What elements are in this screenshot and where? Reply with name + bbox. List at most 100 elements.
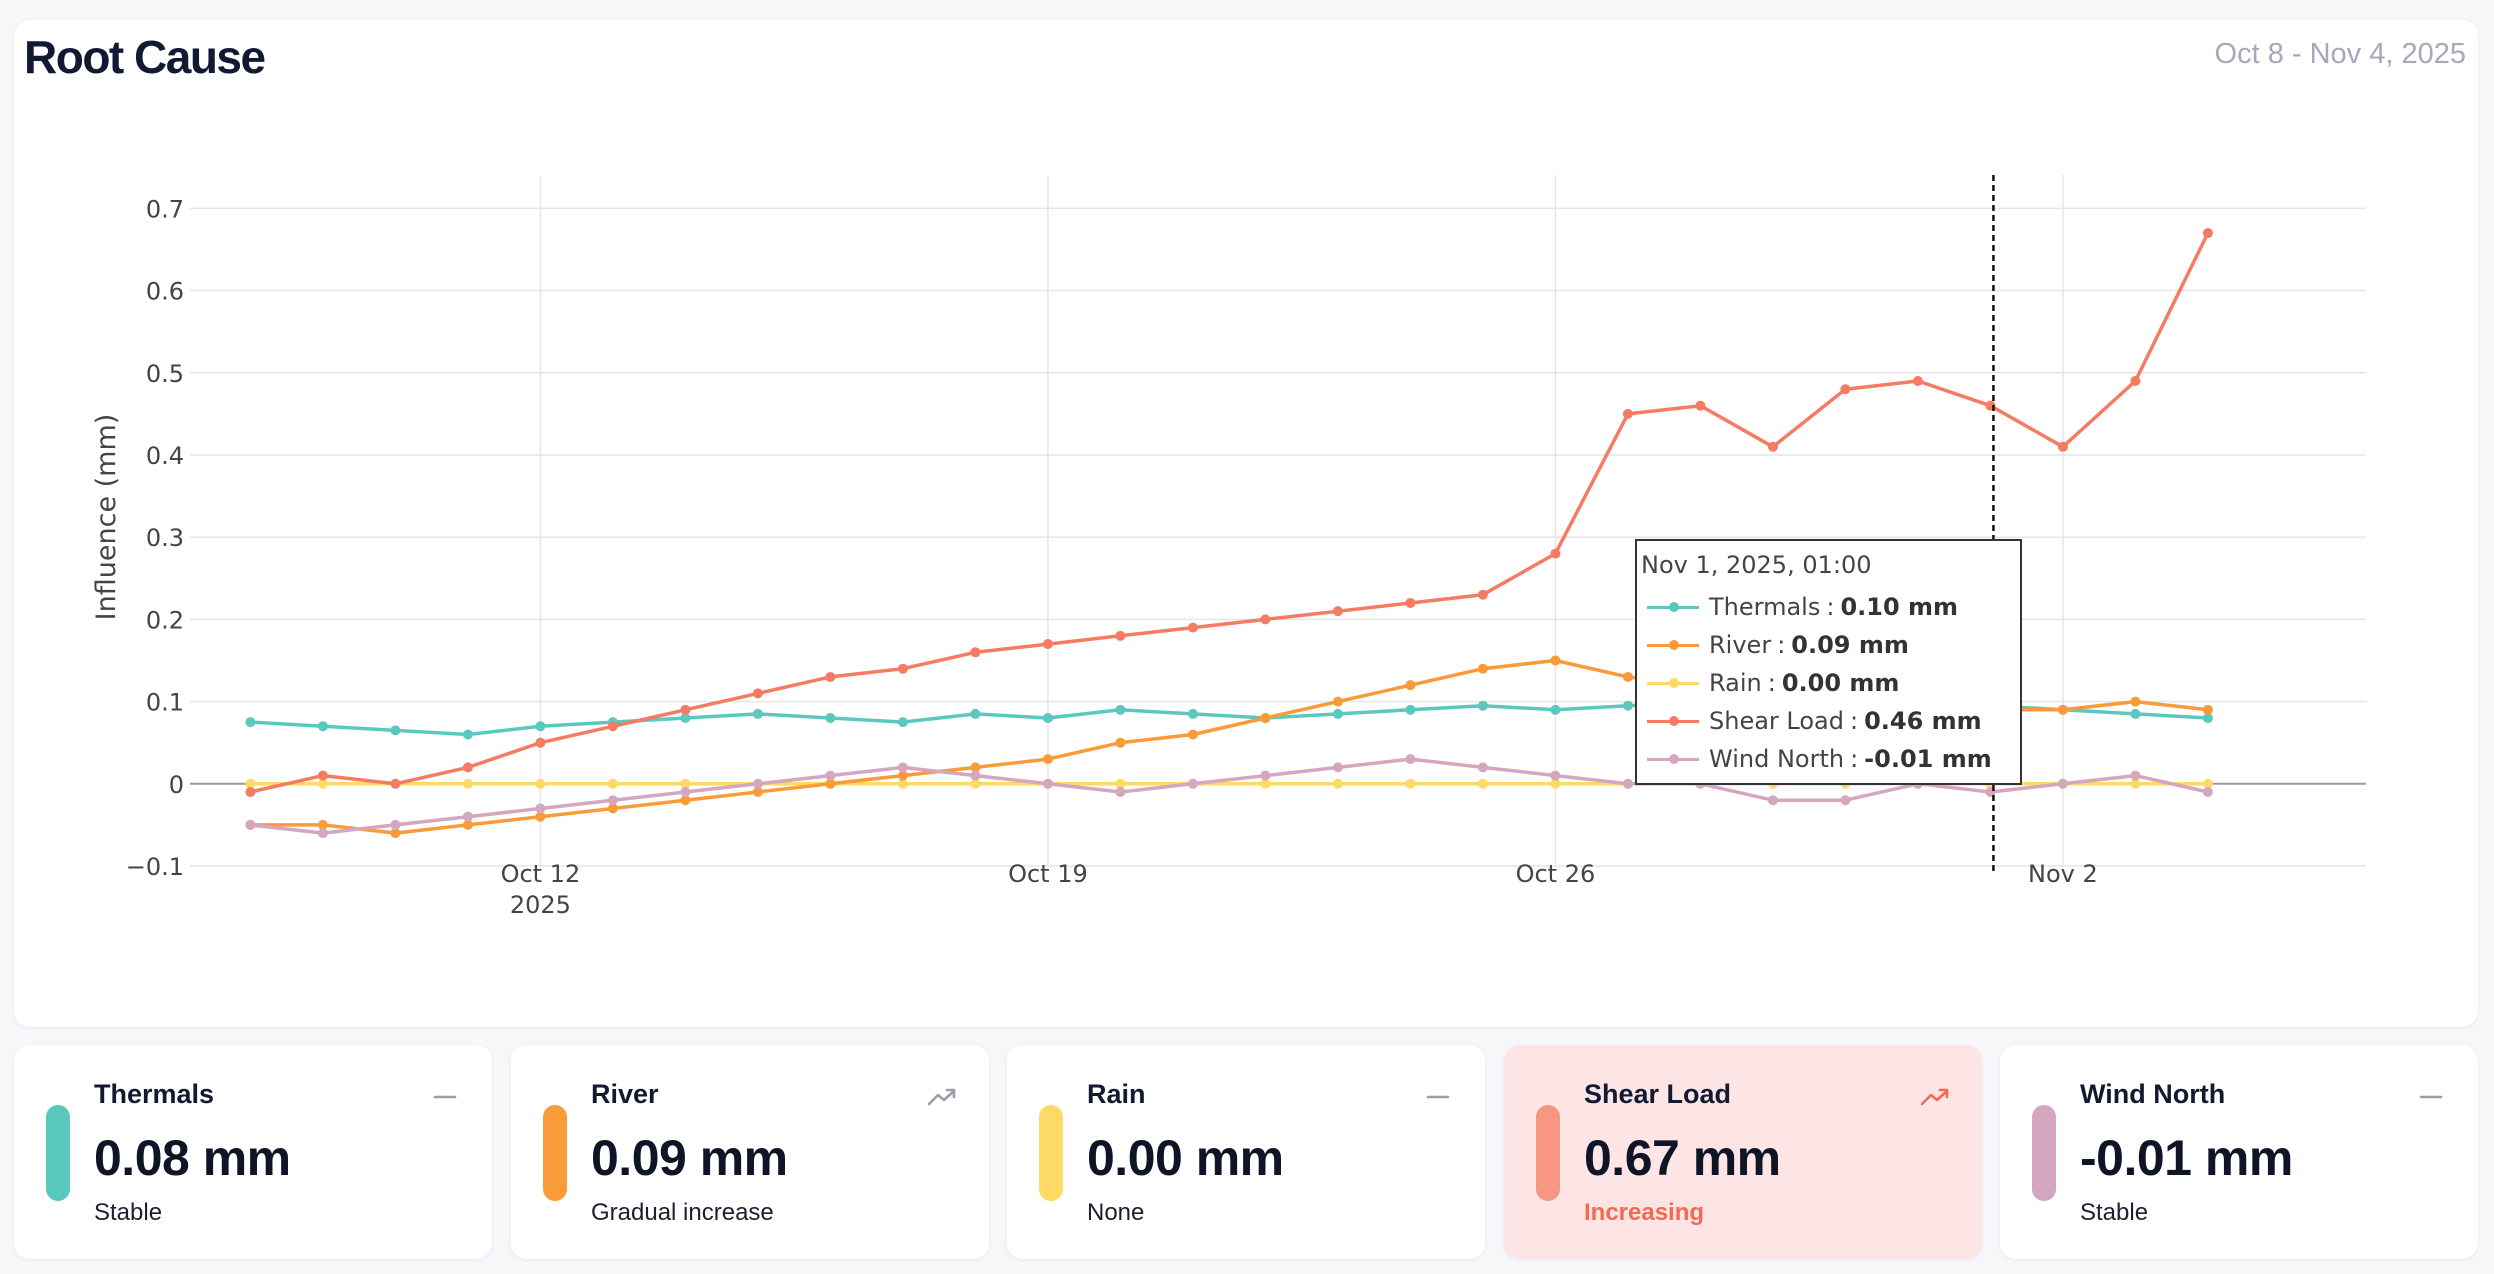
shear-load-point[interactable] [462,762,473,773]
shear-load-point[interactable] [1840,384,1851,395]
river-point[interactable] [1187,729,1198,740]
wind-north-point[interactable] [317,828,328,839]
shear-load-point[interactable] [1550,548,1561,559]
stat-card-thermals[interactable]: Thermals 0.08 mm Stable [14,1045,492,1259]
shear-load-point[interactable] [535,737,546,748]
shear-load-point[interactable] [2130,376,2141,387]
shear-load-point[interactable] [1767,441,1778,452]
wind-north-point[interactable] [535,803,546,814]
shear-load-point[interactable] [1622,408,1633,419]
river-point[interactable] [825,778,836,789]
wind-north-point[interactable] [1840,795,1851,806]
thermals-point[interactable] [317,721,328,732]
shear-load-point[interactable] [1042,639,1053,650]
rain-point[interactable] [317,778,328,789]
wind-north-point[interactable] [245,819,256,830]
thermals-point[interactable] [1332,708,1343,719]
thermals-point[interactable] [897,717,908,728]
shear-load-point[interactable] [317,770,328,781]
wind-north-point[interactable] [607,795,618,806]
wind-north-point[interactable] [390,819,401,830]
rain-point[interactable] [535,778,546,789]
shear-load-point[interactable] [825,671,836,682]
shear-load-point[interactable] [245,787,256,798]
river-point[interactable] [680,795,691,806]
rain-point[interactable] [607,778,618,789]
shear-load-point[interactable] [752,688,763,699]
wind-north-point[interactable] [1477,762,1488,773]
shear-load-point[interactable] [1332,606,1343,617]
shear-load-point[interactable] [2057,441,2068,452]
wind-north-point[interactable] [1622,778,1633,789]
thermals-point[interactable] [825,713,836,724]
river-point[interactable] [1405,680,1416,691]
wind-north-point[interactable] [970,770,981,781]
wind-north-point[interactable] [897,762,908,773]
wind-north-point[interactable] [1187,778,1198,789]
thermals-point[interactable] [1477,700,1488,711]
thermals-point[interactable] [1550,704,1561,715]
river-point[interactable] [2202,704,2213,715]
shear-load-point[interactable] [1115,630,1126,641]
wind-north-point[interactable] [1332,762,1343,773]
stat-card-shear-load[interactable]: Shear Load 0.67 mm Increasing [1504,1045,1982,1259]
wind-north-point[interactable] [1405,754,1416,765]
shear-load-point[interactable] [1187,622,1198,633]
river-point[interactable] [1260,713,1271,724]
rain-point[interactable] [1477,778,1488,789]
rain-point[interactable] [462,778,473,789]
wind-north-point[interactable] [825,770,836,781]
river-point[interactable] [1550,655,1561,666]
rain-point[interactable] [2202,778,2213,789]
thermals-point[interactable] [462,729,473,740]
rain-point[interactable] [245,778,256,789]
thermals-point[interactable] [1042,713,1053,724]
river-point[interactable] [1332,696,1343,707]
thermals-point[interactable] [1187,708,1198,719]
thermals-point[interactable] [752,708,763,719]
river-point[interactable] [1477,663,1488,674]
wind-north-point[interactable] [462,811,473,822]
rain-point[interactable] [1260,778,1271,789]
thermals-point[interactable] [2202,713,2213,724]
stat-card-river[interactable]: River 0.09 mm Gradual increase [511,1045,989,1259]
thermals-point[interactable] [245,717,256,728]
river-point[interactable] [390,828,401,839]
river-point[interactable] [1622,671,1633,682]
shear-load-point[interactable] [607,721,618,732]
shear-load-point[interactable] [390,778,401,789]
river-point[interactable] [970,762,981,773]
wind-north-point[interactable] [1550,770,1561,781]
shear-load-point[interactable] [1912,376,1923,387]
wind-north-point[interactable] [1115,787,1126,798]
river-point[interactable] [535,811,546,822]
river-point[interactable] [607,803,618,814]
thermals-point[interactable] [1115,704,1126,715]
rain-point[interactable] [680,778,691,789]
thermals-point[interactable] [535,721,546,732]
river-point[interactable] [317,819,328,830]
wind-north-point[interactable] [2130,770,2141,781]
stat-card-rain[interactable]: Rain 0.00 mm None [1007,1045,1485,1259]
wind-north-point[interactable] [2202,787,2213,798]
wind-north-point[interactable] [1767,795,1778,806]
shear-load-point[interactable] [1695,400,1706,411]
rain-point[interactable] [1115,778,1126,789]
shear-load-point[interactable] [680,704,691,715]
rain-point[interactable] [970,778,981,789]
river-point[interactable] [1115,737,1126,748]
thermals-point[interactable] [970,708,981,719]
river-point[interactable] [2057,704,2068,715]
thermals-point[interactable] [1405,704,1416,715]
rain-point[interactable] [1550,778,1561,789]
thermals-point[interactable] [680,713,691,724]
wind-north-point[interactable] [2057,778,2068,789]
rain-point[interactable] [2130,778,2141,789]
shear-load-point[interactable] [2202,228,2213,239]
wind-north-point[interactable] [752,778,763,789]
rain-point[interactable] [897,778,908,789]
rain-point[interactable] [1332,778,1343,789]
thermals-point[interactable] [1622,700,1633,711]
river-point[interactable] [2130,696,2141,707]
river-point[interactable] [1042,754,1053,765]
